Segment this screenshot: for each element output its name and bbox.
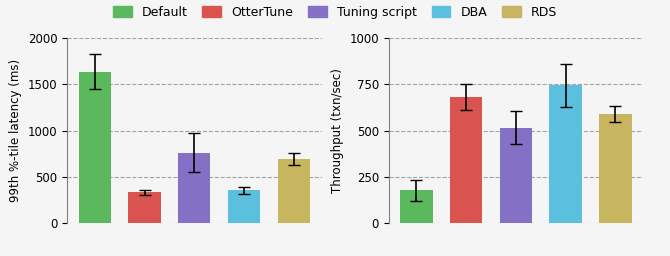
Bar — [228, 190, 260, 223]
Bar — [599, 114, 632, 223]
Y-axis label: Throughput (txn/sec): Throughput (txn/sec) — [331, 68, 344, 193]
Bar — [500, 128, 532, 223]
Bar — [78, 72, 111, 223]
Bar — [450, 97, 482, 223]
Bar — [178, 153, 210, 223]
Bar — [400, 190, 433, 223]
Bar — [549, 86, 582, 223]
Bar — [277, 159, 310, 223]
Bar — [129, 192, 161, 223]
Y-axis label: 99th %-tile latency (ms): 99th %-tile latency (ms) — [9, 59, 22, 202]
Legend: Default, OtterTune, Tuning script, DBA, RDS: Default, OtterTune, Tuning script, DBA, … — [108, 1, 562, 24]
